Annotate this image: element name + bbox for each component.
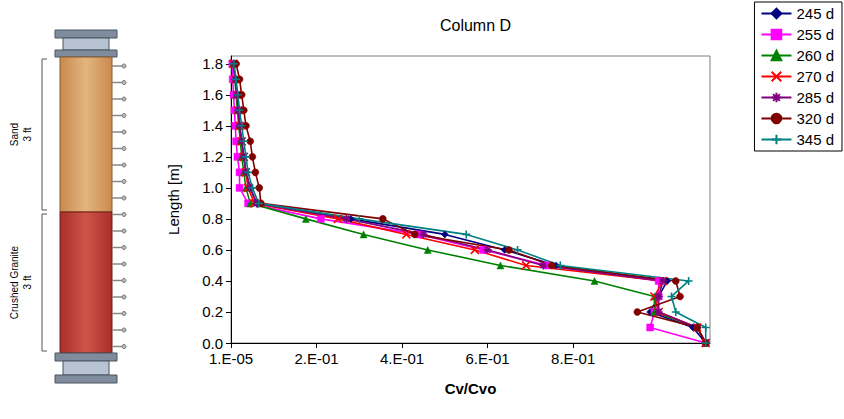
svg-text:245 d: 245 d <box>796 5 834 22</box>
svg-text:0.8: 0.8 <box>202 210 223 227</box>
svg-text:4.E-01: 4.E-01 <box>380 350 424 367</box>
svg-text:270 d: 270 d <box>796 68 834 85</box>
svg-text:285 d: 285 d <box>796 89 834 106</box>
svg-text:0.0: 0.0 <box>202 335 223 352</box>
svg-text:0.4: 0.4 <box>202 272 223 289</box>
svg-text:8.E-01: 8.E-01 <box>551 350 595 367</box>
svg-text:0.6: 0.6 <box>202 241 223 258</box>
svg-text:Crushed Granite: Crushed Granite <box>9 245 20 319</box>
svg-text:Sand: Sand <box>9 123 20 146</box>
svg-text:0.2: 0.2 <box>202 303 223 320</box>
svg-text:6.E-01: 6.E-01 <box>466 350 510 367</box>
svg-text:1.0: 1.0 <box>202 179 223 196</box>
svg-text:345 d: 345 d <box>796 131 834 148</box>
svg-text:320 d: 320 d <box>796 110 834 127</box>
svg-text:255 d: 255 d <box>796 26 834 43</box>
svg-text:1.4: 1.4 <box>202 117 223 134</box>
svg-text:260 d: 260 d <box>796 47 834 64</box>
svg-text:3 ft: 3 ft <box>22 127 33 141</box>
svg-text:1.2: 1.2 <box>202 148 223 165</box>
svg-text:1.E-05: 1.E-05 <box>209 350 253 367</box>
svg-text:Column D: Column D <box>440 17 511 34</box>
svg-text:1.8: 1.8 <box>202 55 223 72</box>
svg-text:1.6: 1.6 <box>202 86 223 103</box>
svg-text:2.E-01: 2.E-01 <box>294 350 338 367</box>
svg-text:Cv/Cvo: Cv/Cvo <box>445 380 497 397</box>
svg-text:Length [m]: Length [m] <box>165 164 182 235</box>
svg-text:3 ft: 3 ft <box>22 275 33 289</box>
